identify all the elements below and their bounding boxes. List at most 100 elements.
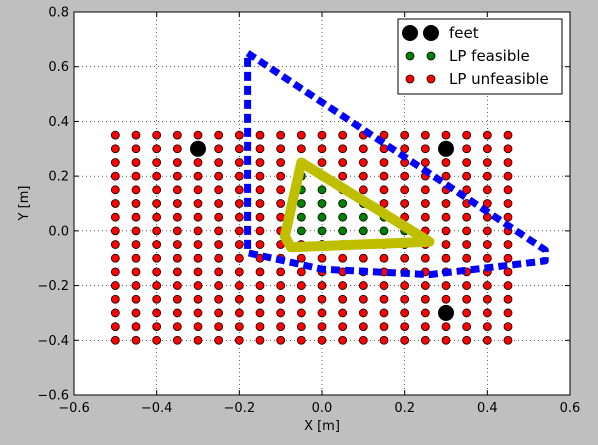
lp-unfeasible-point (441, 335, 451, 345)
lp-unfeasible-point (193, 267, 203, 277)
lp-unfeasible-point (296, 335, 306, 345)
lp-unfeasible-point (338, 335, 348, 345)
lp-unfeasible-point (234, 185, 244, 195)
lp-unfeasible-point (172, 158, 182, 167)
lp-feasible-point (338, 199, 348, 208)
legend-unfeasible-label: LP unfeasible (449, 70, 549, 88)
lp-unfeasible-point (482, 335, 492, 345)
lp-unfeasible-point (482, 130, 492, 140)
lp-unfeasible-point (193, 294, 203, 304)
lp-unfeasible-point (110, 335, 120, 345)
lp-unfeasible-point (441, 253, 451, 263)
lp-unfeasible-point (172, 171, 182, 181)
lp-unfeasible-point (462, 158, 472, 167)
lp-unfeasible-point (276, 171, 286, 181)
lp-unfeasible-point (358, 294, 368, 304)
lp-unfeasible-point (338, 144, 348, 154)
lp-unfeasible-point (338, 130, 348, 140)
lp-unfeasible-point (172, 226, 182, 236)
lp-unfeasible-point (482, 226, 492, 236)
lp-unfeasible-point (400, 171, 410, 181)
lp-unfeasible-point (358, 171, 368, 181)
lp-unfeasible-point (482, 322, 492, 332)
lp-unfeasible-point (441, 322, 451, 332)
lp-unfeasible-point (255, 335, 265, 345)
lp-unfeasible-point (255, 199, 265, 208)
lp-unfeasible-point (338, 171, 348, 181)
lp-unfeasible-point (296, 144, 306, 154)
lp-unfeasible-point (214, 158, 224, 167)
lp-unfeasible-point (255, 212, 265, 222)
lp-unfeasible-point (420, 322, 430, 332)
y-axis-label: Y [m] (17, 186, 32, 222)
lp-unfeasible-point (276, 267, 286, 277)
lp-unfeasible-point (296, 130, 306, 140)
lp-unfeasible-point (462, 130, 472, 140)
lp-unfeasible-point (296, 322, 306, 332)
lp-unfeasible-point (482, 144, 492, 154)
support-polygon (244, 50, 549, 279)
lp-unfeasible-point (152, 144, 162, 154)
lp-unfeasible-point (234, 130, 244, 140)
lp-unfeasible-point (152, 212, 162, 222)
lp-unfeasible-point (296, 294, 306, 304)
y-tick-label: 0.2 (48, 170, 69, 185)
lp-unfeasible-point (503, 335, 513, 345)
lp-feasible-point (317, 226, 327, 236)
lp-unfeasible-point (400, 185, 410, 195)
lp-unfeasible-point (110, 171, 120, 181)
lp-unfeasible-point (420, 253, 430, 263)
lp-feasible-point (379, 226, 389, 236)
lp-feasible-point (358, 226, 368, 236)
lp-unfeasible-point (152, 281, 162, 290)
lp-unfeasible-point (420, 308, 430, 318)
lp-feasible-point (358, 212, 368, 222)
lp-unfeasible-point (296, 308, 306, 318)
lp-unfeasible-point (110, 253, 120, 263)
lp-unfeasible-point (172, 308, 182, 318)
lp-unfeasible-point (172, 144, 182, 154)
lp-feasible-point (296, 212, 306, 222)
lp-unfeasible-point (214, 267, 224, 277)
lp-unfeasible-point (193, 158, 203, 167)
lp-unfeasible-point (317, 253, 327, 263)
lp-unfeasible-point (441, 158, 451, 167)
lp-unfeasible-point (420, 212, 430, 222)
lp-unfeasible-point (276, 322, 286, 332)
lp-unfeasible-point (379, 199, 389, 208)
lp-unfeasible-point (296, 267, 306, 277)
lp-unfeasible-point (482, 158, 492, 167)
lp-unfeasible-point (482, 253, 492, 263)
lp-unfeasible-point (152, 130, 162, 140)
lp-feasible-point (317, 199, 327, 208)
lp-unfeasible-point (462, 144, 472, 154)
lp-unfeasible-point (214, 281, 224, 290)
lp-unfeasible-point (234, 199, 244, 208)
lp-unfeasible-point (193, 308, 203, 318)
y-tick-label: −0.2 (37, 279, 69, 294)
lp-unfeasible-point (276, 199, 286, 208)
lp-unfeasible-point (400, 199, 410, 208)
y-tick-label: 0.8 (48, 6, 69, 21)
lp-unfeasible-point (400, 130, 410, 140)
lp-unfeasible-point (110, 281, 120, 290)
lp-unfeasible-point (131, 253, 141, 263)
lp-unfeasible-point (441, 171, 451, 181)
y-tick-label: 0.4 (48, 115, 69, 130)
lp-unfeasible-point (482, 171, 492, 181)
lp-unfeasible-point (255, 281, 265, 290)
lp-unfeasible-point (131, 240, 141, 249)
lp-unfeasible-point (110, 199, 120, 208)
lp-unfeasible-point (276, 185, 286, 195)
lp-unfeasible-point (379, 253, 389, 263)
lp-unfeasible-point (503, 185, 513, 195)
lp-unfeasible-point (255, 267, 265, 277)
lp-unfeasible-point (234, 253, 244, 263)
lp-unfeasible-point (172, 267, 182, 277)
lp-unfeasible-point (152, 267, 162, 277)
lp-unfeasible-point (379, 322, 389, 332)
lp-unfeasible-point (110, 212, 120, 222)
lp-unfeasible-point (234, 294, 244, 304)
lp-unfeasible-point (131, 171, 141, 181)
y-tick-label: 0.6 (48, 60, 69, 75)
